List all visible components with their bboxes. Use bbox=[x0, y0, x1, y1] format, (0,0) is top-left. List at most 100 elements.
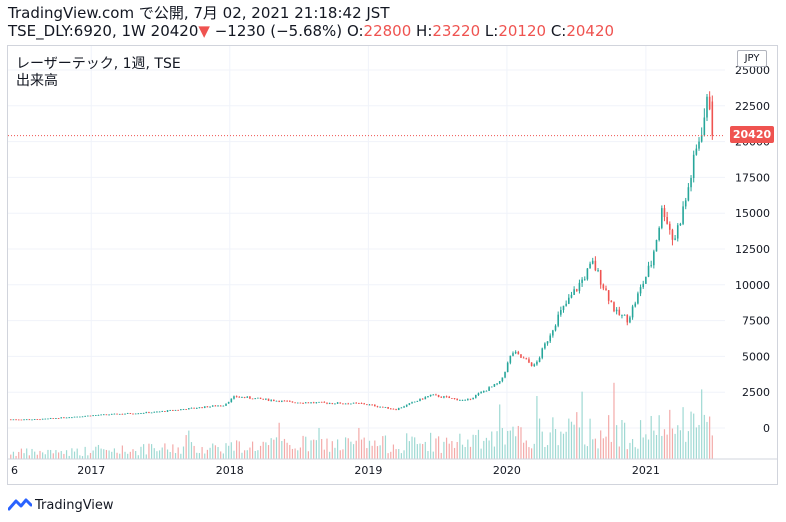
volume-legend: 出来高 bbox=[16, 73, 58, 89]
volume-bar bbox=[477, 429, 480, 459]
candle-body bbox=[437, 395, 440, 397]
volume-bar bbox=[493, 446, 496, 459]
volume-bar bbox=[501, 428, 503, 459]
volume-bar bbox=[291, 448, 294, 459]
candle-body bbox=[105, 414, 108, 416]
volume-bar bbox=[504, 444, 506, 459]
candle-body bbox=[599, 270, 602, 285]
candle-body bbox=[363, 403, 365, 405]
candlestick-chart[interactable]: 0250050007500100001250015000175002000022… bbox=[8, 46, 778, 485]
volume-bar bbox=[100, 448, 102, 459]
price-tick-label: 15000 bbox=[735, 207, 770, 220]
volume-bar bbox=[376, 446, 379, 459]
volume-bar bbox=[549, 432, 551, 459]
candle-body bbox=[185, 409, 187, 411]
candle-body bbox=[666, 216, 668, 224]
volume-bar bbox=[594, 438, 596, 459]
last-price: 20420 bbox=[150, 22, 199, 40]
candle-body bbox=[413, 401, 416, 403]
candle-body bbox=[554, 325, 557, 331]
candle-body bbox=[581, 279, 583, 283]
volume-bar bbox=[241, 452, 243, 459]
volume-bar bbox=[374, 440, 376, 459]
candle-body bbox=[23, 419, 25, 421]
candle-body bbox=[618, 309, 621, 316]
candle-body bbox=[257, 397, 259, 399]
volume-bar bbox=[39, 450, 41, 459]
candle-body bbox=[541, 348, 544, 358]
high-value: 23220 bbox=[432, 22, 481, 40]
volume-bar bbox=[31, 448, 33, 459]
candle-body bbox=[549, 335, 552, 342]
candle-body bbox=[623, 314, 626, 316]
candle-body bbox=[395, 409, 397, 411]
candle-body bbox=[461, 399, 464, 401]
candle-body bbox=[347, 403, 350, 405]
volume-bar bbox=[390, 451, 392, 459]
volume-bar bbox=[419, 443, 421, 459]
candle-body bbox=[453, 398, 456, 399]
candle-body bbox=[296, 402, 299, 404]
volume-bar bbox=[329, 451, 331, 459]
volume-bar bbox=[156, 451, 158, 459]
candle-body bbox=[679, 223, 682, 226]
volume-bar bbox=[589, 418, 591, 459]
candle-body bbox=[217, 405, 219, 407]
candle-body bbox=[472, 397, 474, 400]
candle-body bbox=[387, 406, 389, 409]
low-value: 20120 bbox=[498, 22, 547, 40]
currency-button[interactable]: JPY bbox=[737, 50, 767, 67]
candle-body bbox=[626, 314, 629, 323]
candle-body bbox=[610, 300, 613, 303]
volume-bar bbox=[472, 434, 474, 459]
candle-body bbox=[203, 406, 206, 408]
footer-brand[interactable]: TradingView bbox=[8, 495, 114, 515]
volume-bar bbox=[610, 441, 612, 459]
volume-bar bbox=[661, 435, 663, 459]
price-tick-label: 5000 bbox=[742, 350, 770, 363]
candle-body bbox=[118, 413, 121, 415]
candle-body bbox=[583, 279, 586, 281]
volume-bar bbox=[63, 453, 65, 459]
volume-bar bbox=[44, 454, 46, 459]
candle-body bbox=[318, 401, 320, 403]
candle-body bbox=[68, 417, 71, 419]
volume-bar bbox=[531, 448, 533, 459]
candle-body bbox=[94, 415, 97, 416]
open-value: 22800 bbox=[363, 22, 412, 40]
candle-body bbox=[304, 402, 307, 404]
candle-body bbox=[87, 415, 89, 417]
volume-bar bbox=[87, 455, 89, 459]
candle-body bbox=[174, 409, 177, 411]
volume-bar bbox=[363, 437, 365, 459]
volume-bar bbox=[557, 445, 559, 459]
candle-body bbox=[692, 154, 695, 179]
candle-body bbox=[355, 402, 358, 404]
volume-bar bbox=[297, 450, 299, 459]
volume-bar bbox=[685, 441, 687, 459]
volume-bar bbox=[148, 443, 150, 459]
volume-bar bbox=[103, 449, 105, 459]
chart-frame[interactable]: 0250050007500100001250015000175002000022… bbox=[7, 45, 778, 485]
candle-body bbox=[344, 403, 347, 405]
candle-body bbox=[352, 402, 355, 404]
volume-bar bbox=[600, 430, 602, 459]
candle-body bbox=[323, 401, 326, 403]
candle-body bbox=[435, 394, 437, 396]
candle-body bbox=[674, 238, 676, 240]
volume-bar bbox=[658, 415, 660, 459]
volume-bar bbox=[616, 425, 618, 459]
candle-body bbox=[607, 290, 610, 301]
candle-body bbox=[575, 289, 578, 291]
candle-body bbox=[440, 396, 443, 398]
volume-bar bbox=[437, 436, 440, 459]
candle-body bbox=[570, 294, 573, 298]
volume-bar bbox=[647, 439, 650, 459]
candle-body bbox=[485, 390, 488, 392]
candle-body bbox=[533, 364, 536, 366]
candle-body bbox=[219, 405, 222, 407]
candle-body bbox=[477, 393, 480, 396]
candle-body bbox=[28, 419, 31, 421]
volume-bar bbox=[140, 446, 142, 459]
candle-body bbox=[57, 418, 60, 419]
